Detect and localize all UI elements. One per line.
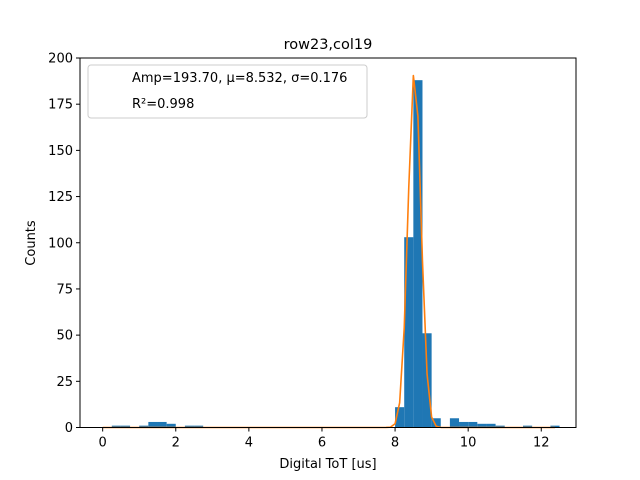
- x-tick-label: 2: [172, 436, 180, 451]
- histogram-bar: [184, 425, 195, 428]
- histogram-bar: [431, 418, 441, 428]
- y-tick-label: 75: [56, 282, 73, 297]
- histogram-bar: [139, 425, 149, 428]
- x-tick-label: 10: [460, 436, 477, 451]
- x-tick-label: 4: [245, 436, 253, 451]
- histogram-bars: [111, 80, 560, 428]
- histogram-bar: [459, 421, 469, 428]
- histogram-bar: [468, 421, 478, 428]
- histogram-bar: [111, 425, 121, 428]
- histogram-bar: [550, 425, 560, 428]
- y-tick-label: 0: [65, 421, 73, 436]
- y-axis-label: Counts: [24, 220, 39, 266]
- y-tick-label: 25: [56, 375, 73, 390]
- y-tick-label: 200: [48, 52, 73, 67]
- legend: Amp=193.70, μ=8.532, σ=0.176 R²=0.998: [87, 64, 368, 119]
- histogram-bar: [477, 423, 487, 428]
- y-tick-label: 175: [48, 98, 73, 113]
- y-tick-label: 150: [48, 144, 73, 159]
- histogram-bar: [395, 407, 405, 428]
- y-tick-label: 125: [48, 190, 73, 205]
- histogram-bar: [148, 421, 158, 428]
- histogram-bar: [523, 425, 533, 428]
- x-tick-label: 6: [318, 436, 326, 451]
- histogram-bar: [194, 425, 204, 428]
- x-tick-label: 8: [391, 436, 399, 451]
- histogram-bar: [120, 425, 131, 428]
- histogram-bar: [486, 423, 496, 428]
- chart-title: row23,col19: [284, 37, 373, 53]
- histogram-bar: [495, 425, 505, 428]
- x-axis-label: Digital ToT [us]: [279, 457, 376, 472]
- x-tick-label: 0: [99, 436, 107, 451]
- x-axis-ticks: 0 2 4 6 8 10 12: [99, 427, 550, 451]
- y-axis-ticks: 0 25 50 75 100 125 150 175 200: [48, 52, 80, 436]
- legend-fit-params: Amp=193.70, μ=8.532, σ=0.176: [132, 71, 347, 86]
- histogram-bar: [166, 423, 176, 428]
- y-tick-label: 100: [48, 236, 73, 251]
- y-tick-label: 50: [56, 329, 73, 344]
- histogram-bar: [157, 421, 167, 428]
- histogram-bar: [404, 237, 414, 428]
- gaussian-fit-line: [102, 74, 555, 429]
- legend-r-squared: R²=0.998: [132, 97, 194, 112]
- histogram-bar: [413, 80, 423, 428]
- x-tick-label: 12: [533, 436, 550, 451]
- legend-box: [87, 64, 368, 119]
- histogram-bar: [449, 418, 460, 428]
